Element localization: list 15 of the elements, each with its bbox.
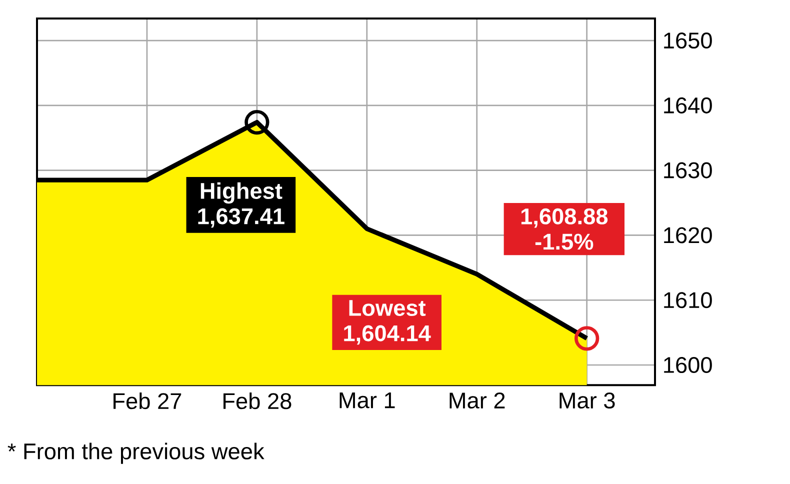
y-tick-label: 1620	[664, 227, 712, 244]
y-tick-label: 1650	[664, 32, 712, 49]
annotation: Highest 1,637.41	[198, 182, 284, 228]
y-tick-label: 1630	[664, 162, 712, 178]
x-tick-label: Mar 1	[340, 392, 395, 408]
x-tick-label: Mar 2	[450, 392, 505, 409]
x-tick-label: Mar 3	[560, 392, 615, 409]
annotation: Lowest 1,604.14	[344, 300, 431, 345]
text: * From the previous week	[8, 442, 264, 464]
y-tick-label: 1640	[664, 97, 712, 114]
annotation: 1,608.88 -1.5%	[521, 208, 608, 250]
y-tick-label: 1600	[664, 356, 712, 374]
x-tick-label: Feb 28	[224, 392, 292, 410]
y-tick-label: 1610	[664, 292, 712, 308]
x-tick-label: Feb 27	[114, 392, 182, 410]
